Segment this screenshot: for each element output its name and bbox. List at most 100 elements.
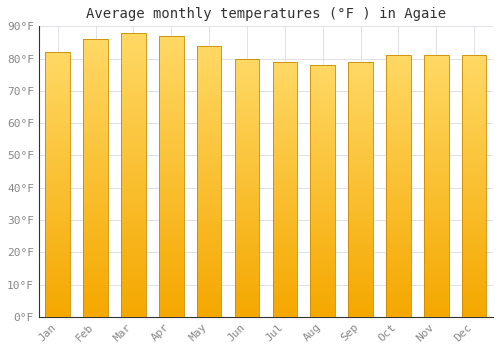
Bar [424, 265, 448, 268]
Bar [462, 65, 486, 68]
Bar [234, 262, 260, 265]
Bar [424, 55, 448, 58]
Bar [46, 128, 70, 132]
Bar [272, 221, 297, 224]
Bar [234, 294, 260, 297]
Bar [197, 246, 222, 249]
Bar [84, 95, 108, 98]
Bar [348, 170, 373, 173]
Bar [462, 75, 486, 78]
Bar [386, 284, 410, 287]
Bar [84, 154, 108, 157]
Bar [197, 290, 222, 293]
Bar [234, 94, 260, 97]
Bar [197, 270, 222, 273]
Bar [234, 214, 260, 217]
Bar [84, 199, 108, 202]
Bar [310, 163, 335, 166]
Bar [234, 136, 260, 139]
Bar [46, 85, 70, 89]
Bar [159, 271, 184, 275]
Bar [159, 229, 184, 232]
Bar [159, 285, 184, 289]
Bar [121, 164, 146, 168]
Bar [348, 244, 373, 247]
Bar [197, 191, 222, 195]
Bar [386, 245, 410, 248]
Bar [84, 98, 108, 101]
Bar [348, 110, 373, 113]
Bar [159, 71, 184, 75]
Bar [272, 148, 297, 151]
Bar [46, 78, 70, 82]
Bar [272, 135, 297, 138]
Bar [159, 236, 184, 239]
Bar [424, 94, 448, 98]
Bar [121, 313, 146, 317]
Bar [462, 212, 486, 216]
Bar [121, 107, 146, 111]
Bar [159, 36, 184, 317]
Bar [197, 198, 222, 202]
Bar [84, 230, 108, 233]
Bar [121, 288, 146, 292]
Bar [46, 125, 70, 128]
Bar [84, 108, 108, 112]
Bar [310, 285, 335, 288]
Bar [84, 105, 108, 108]
Bar [84, 185, 108, 188]
Bar [386, 265, 410, 268]
Bar [272, 173, 297, 176]
Bar [234, 58, 260, 62]
Bar [159, 225, 184, 229]
Bar [386, 55, 410, 317]
Bar [84, 195, 108, 199]
Bar [386, 310, 410, 314]
Bar [424, 196, 448, 199]
Bar [272, 154, 297, 158]
Bar [462, 261, 486, 265]
Bar [159, 120, 184, 124]
Bar [197, 46, 222, 317]
Bar [310, 166, 335, 169]
Bar [348, 145, 373, 148]
Bar [424, 271, 448, 274]
Bar [197, 141, 222, 144]
Bar [197, 256, 222, 259]
Bar [159, 282, 184, 285]
Bar [310, 229, 335, 232]
Bar [386, 193, 410, 196]
Bar [234, 97, 260, 100]
Bar [272, 212, 297, 215]
Bar [424, 202, 448, 206]
Bar [121, 196, 146, 200]
Bar [310, 266, 335, 270]
Bar [84, 53, 108, 57]
Bar [424, 153, 448, 157]
Bar [121, 86, 146, 90]
Bar [348, 154, 373, 158]
Bar [234, 304, 260, 307]
Bar [272, 250, 297, 253]
Bar [46, 92, 70, 95]
Bar [84, 286, 108, 289]
Bar [310, 292, 335, 295]
Bar [348, 167, 373, 170]
Bar [310, 216, 335, 219]
Bar [424, 78, 448, 82]
Bar [159, 289, 184, 292]
Bar [348, 253, 373, 256]
Bar [462, 111, 486, 114]
Bar [462, 268, 486, 271]
Bar [424, 245, 448, 248]
Bar [272, 164, 297, 167]
Bar [386, 144, 410, 147]
Bar [121, 114, 146, 118]
Bar [197, 137, 222, 141]
Bar [234, 91, 260, 94]
Bar [197, 97, 222, 100]
Bar [84, 70, 108, 74]
Bar [234, 113, 260, 117]
Bar [234, 268, 260, 272]
Bar [424, 278, 448, 281]
